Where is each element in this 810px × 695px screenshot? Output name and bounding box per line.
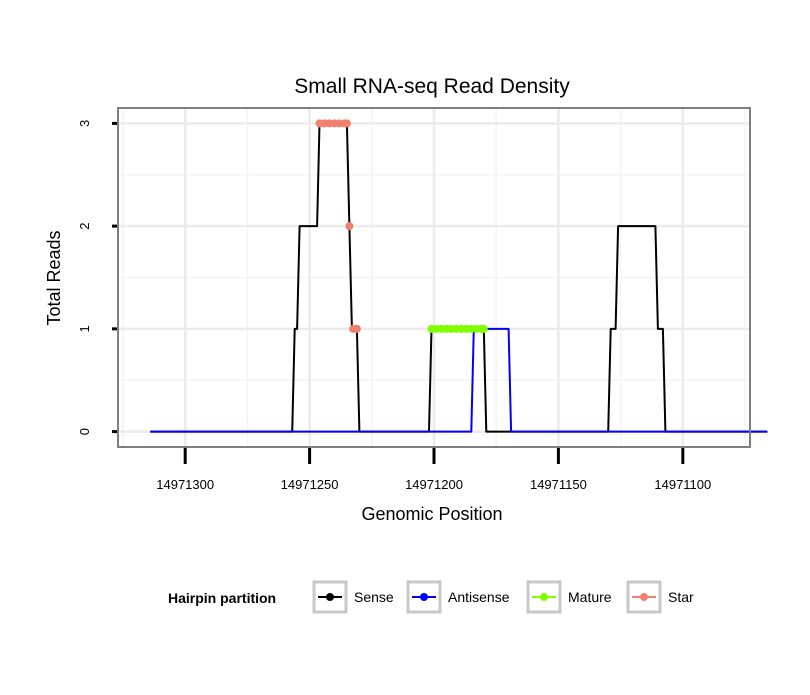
legend-item-mature: Mature (526, 580, 612, 614)
legend-key-dot (326, 593, 334, 601)
legend-label: Mature (568, 589, 612, 605)
x-axis-title: Genomic Position (361, 504, 502, 524)
legend-key-dot (420, 593, 428, 601)
x-axis: 14971300 14971250 14971200 14971150 14971100 (156, 448, 711, 492)
y-tick-label-3: 3 (77, 120, 92, 127)
point-mature-11 (479, 324, 488, 333)
legend-label: Star (668, 589, 694, 605)
y-axis: 0 1 2 3 (77, 120, 117, 435)
legend-item-star: Star (626, 580, 694, 614)
point-star-6 (342, 119, 351, 128)
y-axis-title: Total Reads (44, 230, 64, 325)
legend-label: Antisense (448, 589, 510, 605)
point-star-7 (345, 222, 354, 231)
x-tick-label-1: 14971250 (281, 477, 339, 492)
x-tick-label-3: 14971150 (530, 477, 587, 492)
legend-key-dot (640, 593, 648, 601)
legend-entries: Sense Antisense Mature Star (312, 580, 694, 614)
point-star-9 (352, 324, 361, 333)
plot-panel-border (117, 107, 751, 448)
series-dots (315, 119, 488, 333)
x-tick-label-2: 14971200 (405, 477, 463, 492)
legend-item-sense: Sense (312, 580, 394, 614)
legend-item-antisense: Antisense (406, 580, 510, 614)
x-tick-label-0: 14971300 (156, 477, 214, 492)
legend: Hairpin partition Sense Antisense Mature St… (168, 580, 694, 614)
legend-key-dot (540, 593, 548, 601)
legend-label: Sense (354, 589, 394, 605)
series-line-antisense (150, 327, 768, 433)
y-tick-label-2: 2 (77, 223, 92, 230)
series-lines (150, 122, 768, 433)
y-tick-label-0: 0 (77, 428, 92, 435)
x-tick-label-4: 14971100 (654, 477, 711, 492)
y-tick-label-1: 1 (77, 325, 92, 332)
chart-title: Small RNA-seq Read Density (294, 75, 570, 98)
legend-title: Hairpin partition (168, 590, 276, 606)
